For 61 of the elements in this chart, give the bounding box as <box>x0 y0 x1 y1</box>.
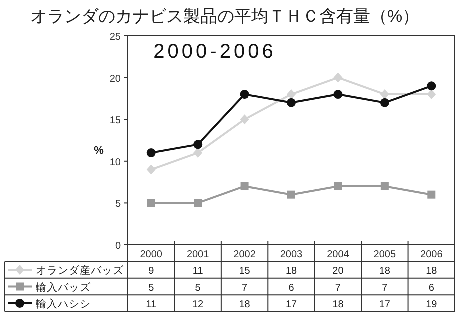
data-label: 7 <box>382 282 388 294</box>
point <box>380 182 389 190</box>
chart-title: オランダのカナビス製品の平均ＴＨＣ含有量（%） <box>30 7 420 26</box>
point <box>428 190 436 199</box>
data-label: 7 <box>242 282 248 294</box>
data-label: 18 <box>286 266 298 278</box>
chart-subtitle: 2000-2006 <box>154 41 276 63</box>
x-tick-label: 2002 <box>234 249 256 260</box>
y-tick-label: 15 <box>110 116 122 127</box>
data-label: 18 <box>332 299 344 310</box>
y-tick-label: 25 <box>110 32 122 43</box>
point <box>427 90 436 100</box>
data-label: 20 <box>332 266 344 278</box>
data-label: 17 <box>286 299 298 310</box>
data-label: 6 <box>288 282 295 294</box>
point <box>287 90 296 100</box>
data-label: 11 <box>192 266 204 278</box>
point <box>334 72 343 83</box>
x-tick-label: 2006 <box>420 249 444 260</box>
point <box>194 199 202 208</box>
y-tick-label: 0 <box>115 241 122 252</box>
point <box>146 148 156 158</box>
point <box>287 98 296 108</box>
point <box>146 164 156 175</box>
point <box>194 140 203 150</box>
x-tick-label: 2004 <box>327 249 350 260</box>
point <box>240 90 250 100</box>
point <box>427 82 436 91</box>
point <box>380 90 390 100</box>
point <box>240 114 250 125</box>
point <box>334 90 343 100</box>
point <box>240 182 249 190</box>
x-tick-label: 2005 <box>374 249 396 260</box>
data-label: 19 <box>426 299 438 310</box>
y-tick-label: 5 <box>115 199 122 210</box>
legend-label: 輸入ハシシ <box>36 297 91 310</box>
data-label: 18 <box>379 266 391 278</box>
x-tick-label: 2001 <box>186 249 210 260</box>
point <box>147 199 156 208</box>
data-label: 11 <box>146 299 157 310</box>
legend-label: オランダ産バッズ <box>36 264 125 278</box>
point <box>194 148 203 158</box>
data-label: 17 <box>379 299 391 310</box>
legend-label: 輸入バッズ <box>36 280 92 294</box>
data-label: 6 <box>428 282 435 294</box>
data-label: 5 <box>148 282 155 294</box>
data-label: 18 <box>239 299 251 310</box>
data-label: 5 <box>195 282 202 294</box>
point <box>380 98 390 108</box>
data-label: 9 <box>148 266 155 278</box>
y-tick-label: 10 <box>110 157 122 168</box>
data-label: 12 <box>192 299 204 310</box>
y-axis-title: % <box>94 145 104 157</box>
data-label: 15 <box>239 266 251 278</box>
x-tick-label: 2000 <box>140 249 163 260</box>
data-label: 18 <box>426 266 438 278</box>
x-tick-label: 2003 <box>280 249 304 260</box>
point <box>288 190 296 199</box>
data-label: 7 <box>335 282 342 294</box>
y-tick-label: 20 <box>110 74 122 85</box>
point <box>334 182 342 190</box>
